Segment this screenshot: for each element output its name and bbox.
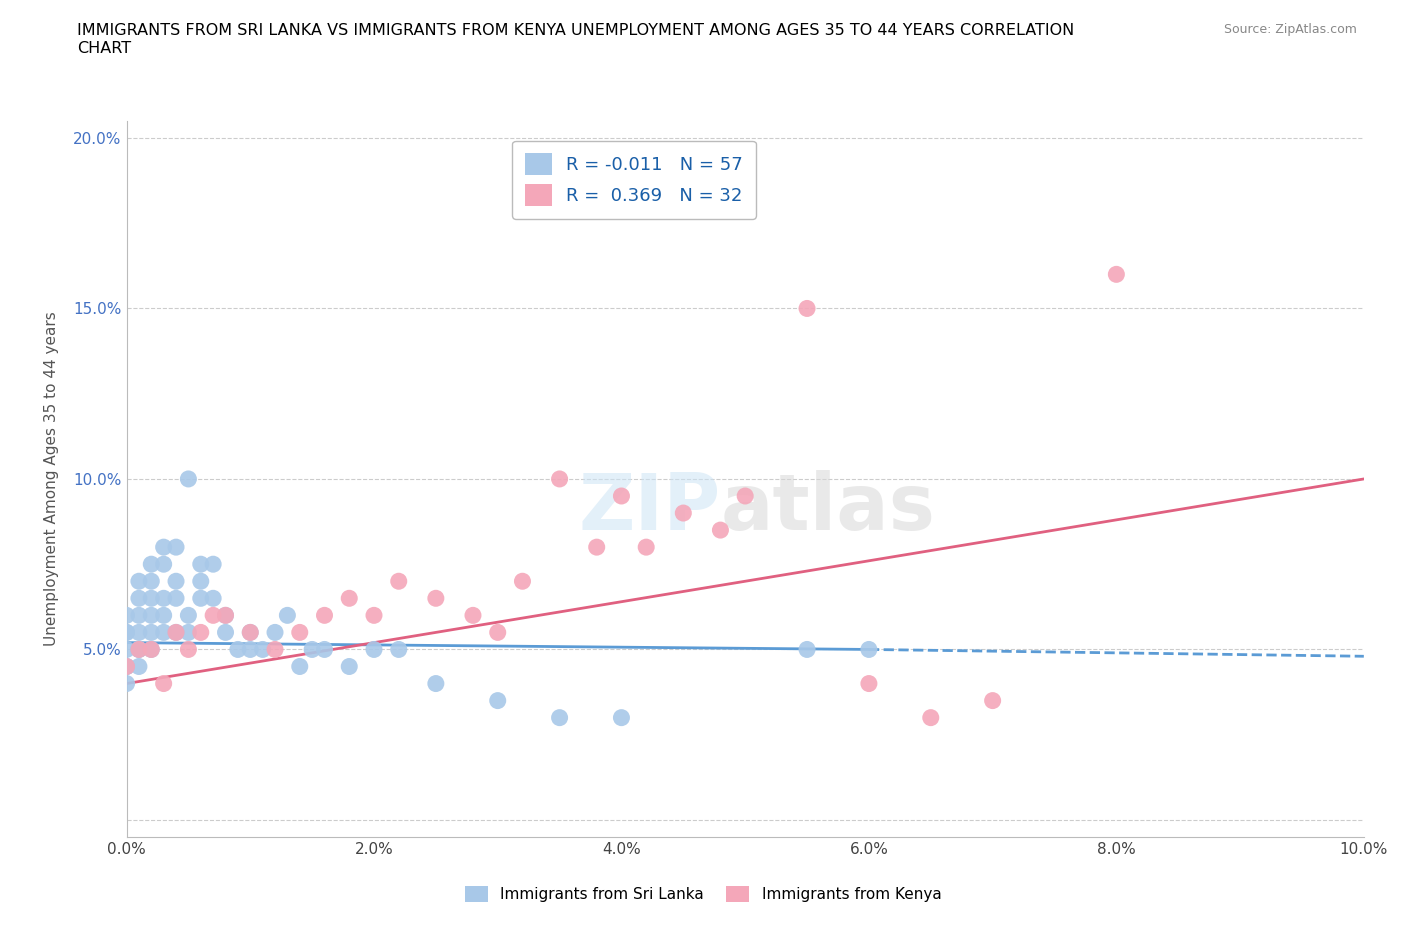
Point — [177, 625, 200, 640]
Point — [152, 608, 174, 623]
Point — [252, 642, 274, 657]
Point — [239, 625, 262, 640]
Point — [314, 642, 336, 657]
Point — [388, 642, 411, 657]
Point — [128, 591, 150, 605]
Point — [734, 488, 756, 503]
Point — [461, 608, 484, 623]
Point — [165, 625, 187, 640]
Point — [548, 711, 571, 725]
Point — [115, 659, 138, 674]
Point — [165, 625, 187, 640]
Point — [636, 539, 658, 554]
Point — [152, 676, 174, 691]
Point — [337, 659, 360, 674]
Text: IMMIGRANTS FROM SRI LANKA VS IMMIGRANTS FROM KENYA UNEMPLOYMENT AMONG AGES 35 TO: IMMIGRANTS FROM SRI LANKA VS IMMIGRANTS … — [77, 23, 1074, 56]
Point — [141, 642, 163, 657]
Point — [858, 676, 880, 691]
Text: ZIP: ZIP — [578, 470, 720, 546]
Point — [512, 574, 534, 589]
Point — [128, 574, 150, 589]
Point — [115, 676, 138, 691]
Legend: R = -0.011   N = 57, R =  0.369   N = 32: R = -0.011 N = 57, R = 0.369 N = 32 — [512, 140, 755, 219]
Point — [214, 608, 236, 623]
Point — [141, 625, 163, 640]
Point — [128, 659, 150, 674]
Point — [709, 523, 731, 538]
Point — [264, 625, 287, 640]
Point — [858, 642, 880, 657]
Point — [920, 711, 942, 725]
Point — [239, 625, 262, 640]
Legend: Immigrants from Sri Lanka, Immigrants from Kenya: Immigrants from Sri Lanka, Immigrants fr… — [458, 880, 948, 909]
Point — [152, 557, 174, 572]
Point — [388, 574, 411, 589]
Point — [214, 625, 236, 640]
Point — [314, 608, 336, 623]
Point — [610, 488, 633, 503]
Point — [165, 591, 187, 605]
Point — [486, 625, 509, 640]
Point — [610, 711, 633, 725]
Point — [141, 591, 163, 605]
Point — [239, 642, 262, 657]
Point — [141, 642, 163, 657]
Point — [177, 608, 200, 623]
Point — [301, 642, 323, 657]
Point — [152, 591, 174, 605]
Text: atlas: atlas — [720, 470, 935, 546]
Point — [288, 659, 311, 674]
Point — [190, 625, 212, 640]
Point — [425, 591, 447, 605]
Point — [177, 642, 200, 657]
Point — [128, 642, 150, 657]
Point — [202, 591, 225, 605]
Point — [128, 642, 150, 657]
Point — [141, 557, 163, 572]
Point — [1105, 267, 1128, 282]
Point — [190, 591, 212, 605]
Point — [152, 625, 174, 640]
Point — [264, 642, 287, 657]
Text: Source: ZipAtlas.com: Source: ZipAtlas.com — [1223, 23, 1357, 36]
Point — [276, 608, 298, 623]
Y-axis label: Unemployment Among Ages 35 to 44 years: Unemployment Among Ages 35 to 44 years — [45, 312, 59, 646]
Point — [288, 625, 311, 640]
Point — [796, 301, 818, 316]
Point — [981, 693, 1004, 708]
Point — [141, 574, 163, 589]
Point — [425, 676, 447, 691]
Point — [115, 625, 138, 640]
Point — [202, 608, 225, 623]
Point — [202, 557, 225, 572]
Point — [115, 625, 138, 640]
Point — [337, 591, 360, 605]
Point — [165, 539, 187, 554]
Point — [796, 642, 818, 657]
Point — [115, 659, 138, 674]
Point — [177, 472, 200, 486]
Point — [115, 608, 138, 623]
Point — [486, 693, 509, 708]
Point — [548, 472, 571, 486]
Point — [672, 506, 695, 521]
Point — [363, 608, 385, 623]
Point — [141, 608, 163, 623]
Point — [128, 625, 150, 640]
Point — [128, 642, 150, 657]
Point — [128, 608, 150, 623]
Point — [585, 539, 607, 554]
Point — [115, 659, 138, 674]
Point — [152, 539, 174, 554]
Point — [190, 574, 212, 589]
Point — [115, 642, 138, 657]
Point — [190, 557, 212, 572]
Point — [165, 574, 187, 589]
Point — [363, 642, 385, 657]
Point — [226, 642, 249, 657]
Point — [214, 608, 236, 623]
